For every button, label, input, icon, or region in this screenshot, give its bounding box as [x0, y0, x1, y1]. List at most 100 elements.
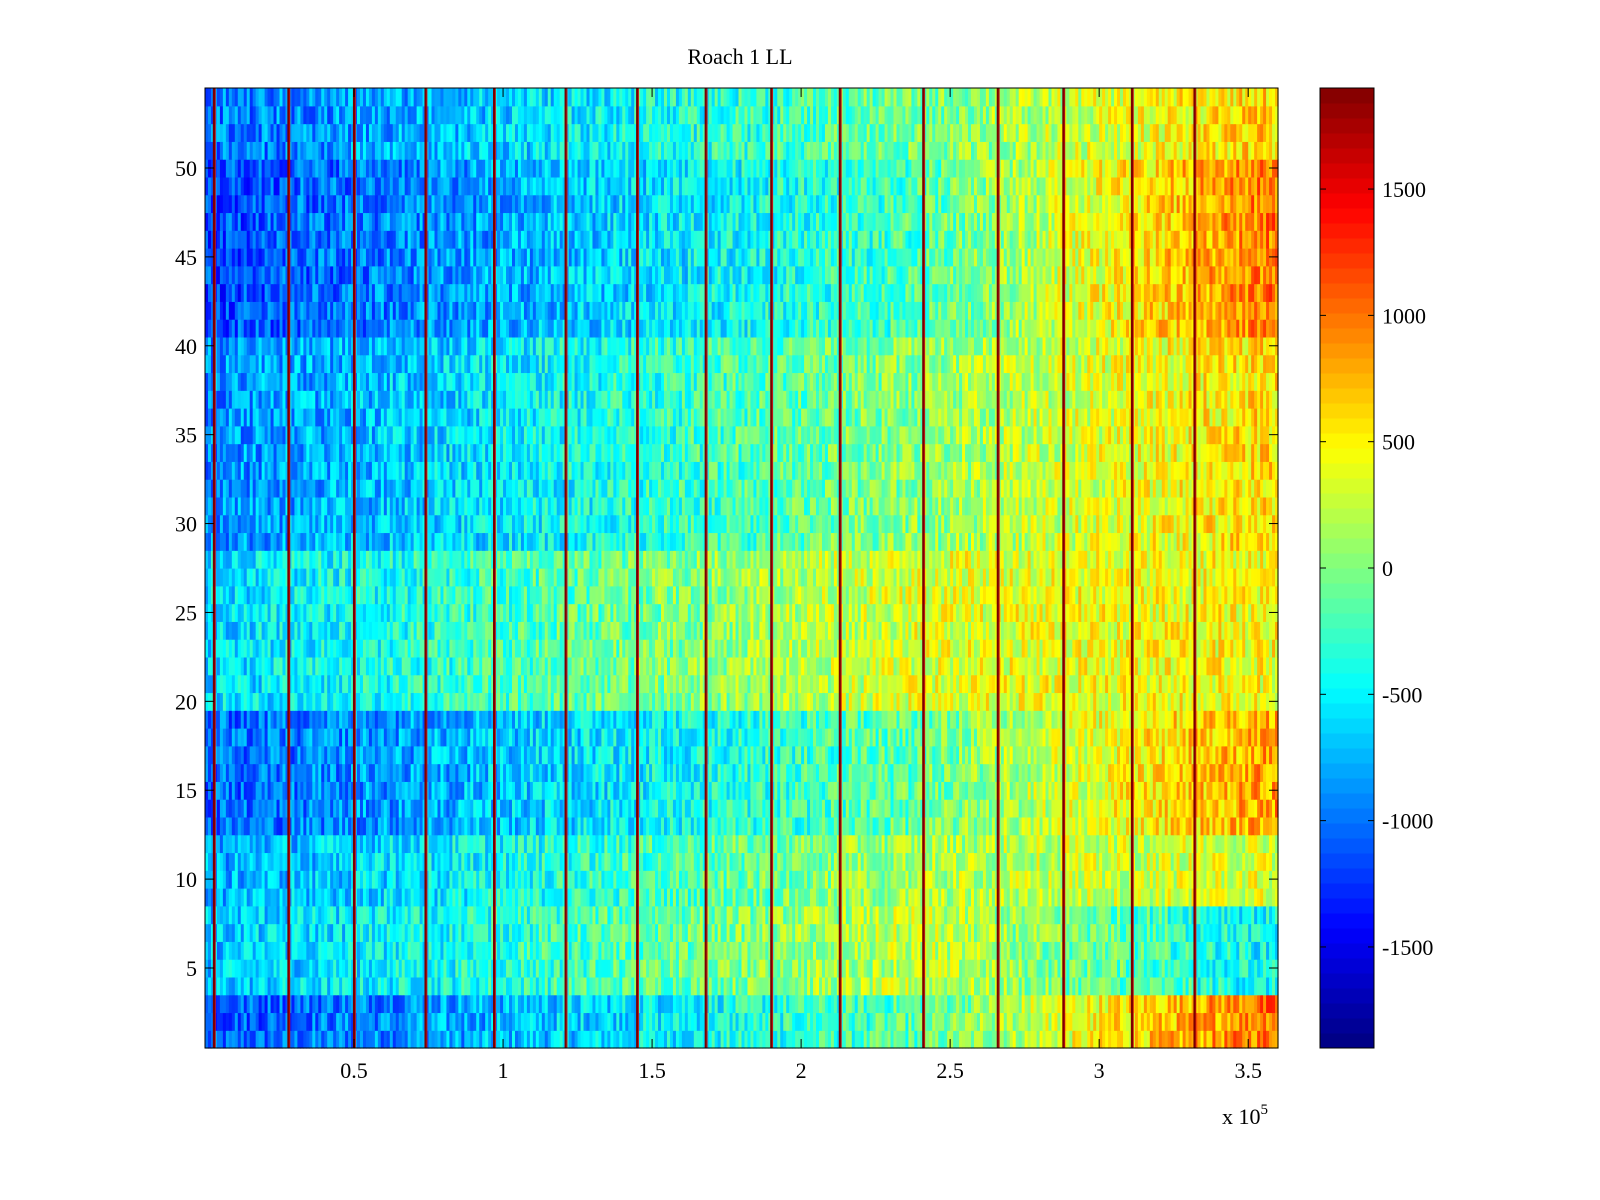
heatmap-cell — [482, 1030, 486, 1049]
heatmap-cell — [330, 870, 334, 889]
heatmap-cell — [684, 852, 689, 871]
heatmap-cell — [991, 1030, 996, 1049]
heatmap-cell — [351, 870, 355, 889]
heatmap-cell — [732, 905, 737, 925]
heatmap-cell — [470, 870, 474, 889]
heatmap-cell — [339, 923, 343, 942]
heatmap-cell — [1024, 941, 1029, 960]
heatmap-cell — [607, 870, 611, 889]
heatmap-cell — [303, 799, 307, 818]
heatmap-cell — [1072, 870, 1076, 889]
heatmap-cell — [1060, 852, 1064, 871]
heatmap-cell — [851, 852, 856, 871]
heatmap-cell — [941, 1030, 945, 1049]
heatmap-cell — [693, 941, 698, 960]
heatmap-cell — [1015, 1012, 1020, 1031]
heatmap-cell — [577, 1030, 582, 1049]
heatmap-cell — [979, 852, 984, 871]
heatmap-cell — [440, 888, 445, 907]
heatmap-cell — [562, 888, 567, 907]
heatmap-cell — [1197, 1012, 1202, 1031]
heatmap-cell — [1045, 905, 1050, 925]
heatmap-cell — [854, 959, 859, 978]
heatmap-cell — [383, 1012, 388, 1031]
heatmap-cell — [312, 905, 316, 925]
heatmap-cell — [431, 870, 436, 889]
heatmap-cell — [1233, 1012, 1237, 1031]
heatmap-cell — [1027, 834, 1032, 854]
heatmap-cell — [801, 852, 805, 871]
heatmap-cell — [467, 923, 471, 942]
heatmap-cell — [282, 905, 287, 925]
heatmap-cell — [666, 941, 671, 960]
heatmap-cell — [345, 1012, 349, 1031]
heatmap-cell — [1039, 870, 1044, 889]
heatmap-cell — [836, 1030, 841, 1049]
heatmap-cell — [1006, 941, 1011, 960]
heatmap-cell — [610, 1012, 614, 1031]
heatmap-cell — [1176, 888, 1181, 907]
heatmap-cell — [956, 923, 960, 942]
heatmap-cell — [1218, 923, 1222, 942]
heatmap-cell — [1090, 976, 1094, 996]
heatmap-cell — [1030, 852, 1035, 871]
heatmap-cell — [1272, 888, 1276, 907]
heatmap-cell — [1123, 923, 1127, 942]
heatmap-cell — [881, 870, 886, 889]
heatmap-cell — [255, 905, 260, 925]
heatmap-cell — [1117, 923, 1121, 942]
heatmap-cell — [443, 888, 448, 907]
heatmap-cell — [1179, 905, 1184, 925]
heatmap-cell — [461, 888, 465, 907]
heatmap-cell — [744, 870, 749, 889]
heatmap-cell — [720, 852, 725, 871]
heatmap-cell — [446, 1012, 451, 1031]
heatmap-cell — [324, 994, 328, 1014]
heatmap-cell — [818, 959, 823, 978]
heatmap-cell — [666, 870, 671, 889]
heatmap-cell — [1036, 923, 1041, 942]
heatmap-cell — [538, 1012, 543, 1031]
heatmap-cell — [917, 816, 921, 836]
heatmap-cell — [1158, 834, 1163, 854]
heatmap-cell — [917, 1030, 921, 1049]
heatmap-cell — [792, 834, 796, 854]
heatmap-cell — [470, 816, 474, 836]
heatmap-cell — [732, 852, 737, 871]
heatmap-cell — [1033, 905, 1038, 925]
heatmap-cell — [291, 941, 296, 960]
heatmap-cell — [1012, 905, 1017, 925]
heatmap-cell — [380, 816, 385, 836]
heatmap-cell — [941, 923, 945, 942]
heatmap-cell — [440, 1030, 445, 1049]
heatmap-cell — [571, 1030, 576, 1049]
heatmap-cell — [985, 888, 990, 907]
heatmap-cell — [1123, 888, 1127, 907]
heatmap-cell — [792, 799, 796, 818]
heatmap-cell — [1221, 1012, 1225, 1031]
heatmap-cell — [231, 976, 236, 996]
heatmap-cell — [312, 959, 316, 978]
heatmap-cell — [357, 905, 361, 925]
heatmap-cell — [789, 816, 793, 836]
heatmap-cell — [783, 941, 787, 960]
heatmap-cell — [1164, 888, 1169, 907]
heatmap-cell — [1257, 1012, 1261, 1031]
heatmap-cell — [1239, 1012, 1243, 1031]
heatmap-cell — [1108, 852, 1112, 871]
heatmap-cell — [857, 1012, 862, 1031]
heatmap-cell — [994, 888, 999, 907]
heatmap-cell — [941, 888, 945, 907]
heatmap-cell — [956, 852, 960, 871]
heatmap-cell — [1042, 852, 1047, 871]
heatmap-cell — [455, 905, 459, 925]
heatmap-cell — [1254, 976, 1258, 996]
heatmap-cell — [374, 888, 379, 907]
heatmap-cell — [1105, 923, 1109, 942]
heatmap-cell — [1060, 888, 1064, 907]
heatmap-cell — [1128, 816, 1133, 836]
heatmap-cell — [261, 834, 266, 854]
heatmap-cell — [896, 1030, 901, 1049]
heatmap-cell — [833, 976, 838, 996]
